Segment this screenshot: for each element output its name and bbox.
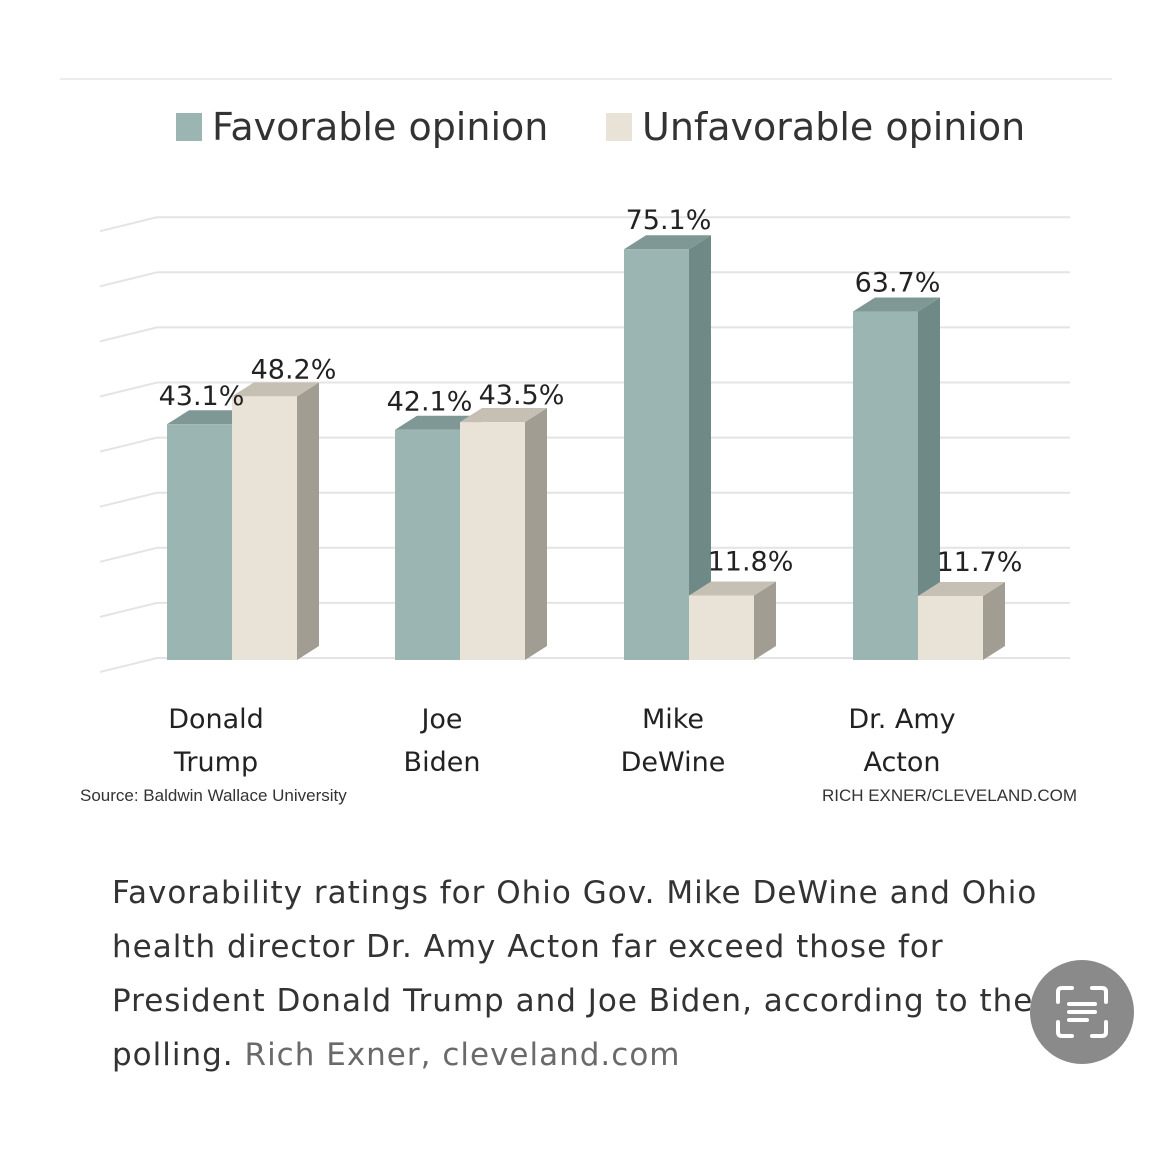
gridline-slant	[99, 546, 158, 563]
bar-joe-biden-unfavorable-opinion-top	[460, 408, 547, 423]
bar-dr-amy-acton-unfavorable-opinion-top	[918, 582, 1005, 597]
bar-joe-biden-unfavorable-opinion	[460, 408, 547, 660]
legend-swatch-favorable-opinion	[176, 113, 202, 141]
gridline-slant	[99, 601, 158, 618]
bar-dr-amy-acton-unfavorable-opinion-front	[918, 596, 983, 660]
favorability-chart: Favorable opinion Unfavorable opinion 43.…	[80, 105, 1077, 805]
caption-credit: Rich Exner, cleveland.com	[244, 1037, 681, 1073]
value-label-mike-dewine-favorable-opinion: 75.1%	[626, 205, 712, 236]
category-label-dr-amy-acton-line1: Dr. Amy	[848, 704, 955, 735]
bar-dr-amy-acton-favorable-opinion-top	[853, 297, 940, 312]
bar-mike-dewine-unfavorable-opinion	[689, 581, 776, 660]
caption-text: Favorability ratings for Ohio Gov. Mike …	[112, 875, 1038, 1073]
bar-dr-amy-acton-favorable-opinion-side	[918, 297, 940, 660]
value-label-dr-amy-acton-unfavorable-opinion: 11.7%	[937, 547, 1023, 578]
category-label-mike-dewine-line2: DeWine	[621, 747, 726, 778]
category-label-donald-trump-line2: Trump	[173, 747, 258, 778]
gridline-slant	[99, 436, 158, 453]
gridline-slant	[99, 657, 158, 673]
bar-mike-dewine-unfavorable-opinion-front	[689, 595, 754, 660]
legend-swatch-unfavorable-opinion	[606, 113, 632, 141]
gridline-slant	[99, 271, 158, 288]
value-label-dr-amy-acton-favorable-opinion: 63.7%	[855, 268, 941, 299]
bar-dr-amy-acton-favorable-opinion	[853, 297, 940, 660]
bar-donald-trump-unfavorable-opinion-front	[232, 396, 297, 660]
bar-donald-trump-favorable-opinion-front	[167, 424, 232, 660]
source-note: Source: Baldwin Wallace University	[80, 786, 347, 805]
bar-donald-trump-unfavorable-opinion-side	[297, 382, 319, 660]
figure-caption: Favorability ratings for Ohio Gov. Mike …	[112, 866, 1072, 1082]
bar-mike-dewine-favorable-opinion-top	[624, 235, 711, 250]
bar-donald-trump-unfavorable-opinion-top	[232, 382, 319, 397]
category-label-joe-biden-line1: Joe	[419, 704, 462, 735]
bar-mike-dewine-favorable-opinion-side	[689, 235, 711, 660]
value-label-mike-dewine-unfavorable-opinion: 11.8%	[708, 546, 794, 577]
category-label-mike-dewine-line1: Mike	[642, 704, 704, 735]
bar-mike-dewine-unfavorable-opinion-side	[754, 581, 776, 660]
text-scan-button[interactable]	[1030, 960, 1134, 1064]
chart-labels: 43.1%48.2% Donald Trump 42.1% 43.5% Joe Biden 7…	[159, 205, 1023, 778]
gridline-slant	[99, 326, 158, 343]
category-label-dr-amy-acton-line2: Acton	[863, 747, 940, 778]
category-label-donald-trump-line1: Donald	[168, 704, 264, 735]
bar-joe-biden-unfavorable-opinion-side	[525, 408, 547, 660]
top-divider	[60, 78, 1112, 80]
bar-dr-amy-acton-favorable-opinion-front	[853, 311, 918, 660]
value-label-donald-trump-unfavorable-opinion: 48.2%	[251, 354, 337, 385]
chart-bars	[167, 235, 1005, 660]
value-label-joe-biden-unfavorable-opinion: 43.5%	[479, 380, 565, 411]
legend-label-unfavorable-opinion: Unfavorable opinion	[642, 105, 1025, 149]
credit-note: RICH EXNER/CLEVELAND.COM	[822, 786, 1077, 805]
bar-mike-dewine-unfavorable-opinion-top	[689, 581, 776, 596]
bar-joe-biden-favorable-opinion-front	[395, 429, 460, 660]
bar-dr-amy-acton-unfavorable-opinion	[918, 582, 1005, 660]
legend-label-favorable-opinion: Favorable opinion	[212, 105, 548, 149]
gridline-slant	[99, 216, 158, 233]
bar-dr-amy-acton-unfavorable-opinion-side	[983, 582, 1005, 660]
bar-mike-dewine-favorable-opinion	[624, 235, 711, 660]
value-label-donald-trump-favorable-opinion: 43.1%	[159, 381, 245, 412]
bar-donald-trump-unfavorable-opinion	[232, 382, 319, 660]
chart-legend: Favorable opinion Unfavorable opinion	[176, 105, 1025, 149]
category-label-joe-biden-line2: Biden	[404, 747, 481, 778]
bar-mike-dewine-favorable-opinion-front	[624, 249, 689, 660]
value-label-joe-biden-favorable-opinion: 42.1%	[387, 387, 473, 418]
gridline-slant	[99, 381, 158, 398]
text-scan-icon	[1056, 986, 1108, 1038]
gridline-slant	[99, 491, 158, 508]
bar-joe-biden-unfavorable-opinion-front	[460, 422, 525, 660]
